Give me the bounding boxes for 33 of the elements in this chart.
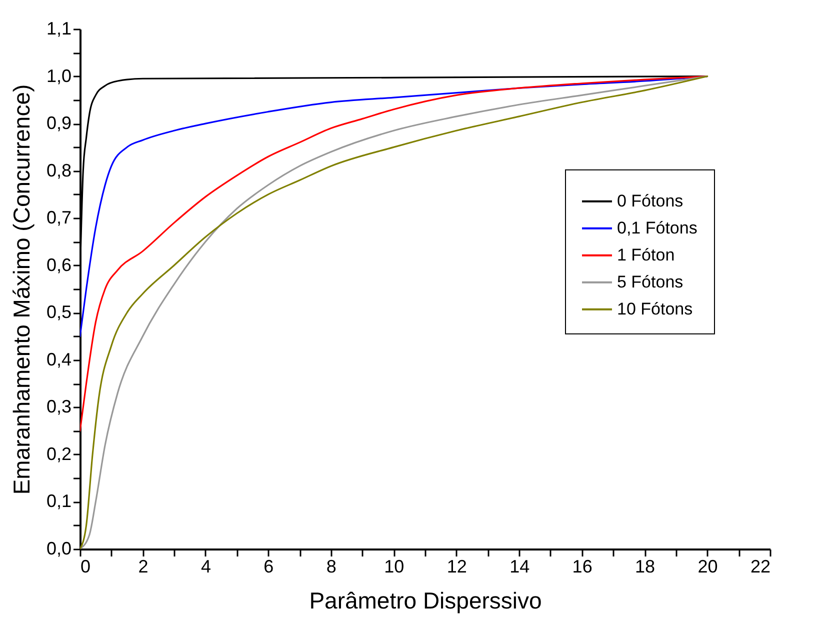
legend-label: 0,1 Fótons	[617, 218, 698, 238]
y-tick-label: 0,7	[46, 208, 72, 228]
x-tick-label: 8	[326, 556, 336, 576]
legend-label: 0 Fótons	[617, 191, 684, 210]
x-tick-label: 0	[80, 556, 91, 576]
x-tick-label: 10	[384, 556, 404, 576]
x-axis-title: Parâmetro Disperssivo	[309, 588, 542, 614]
y-tick-label: 0,1	[46, 491, 72, 512]
y-tick-label: 1,1	[46, 18, 72, 38]
y-tick-label: 0,0	[46, 538, 72, 558]
y-tick-label: 0,9	[46, 113, 72, 134]
x-tick-label: 2	[138, 556, 148, 576]
y-tick-label: 0,4	[46, 349, 72, 370]
x-tick-label: 18	[635, 556, 656, 576]
x-tick-label: 12	[446, 556, 467, 576]
y-tick-label: 0,6	[46, 254, 72, 275]
y-tick-label: 0,5	[46, 302, 72, 322]
legend-label: 10 Fótons	[617, 299, 693, 318]
x-tick-label: 4	[200, 556, 211, 576]
line-series	[80, 75, 708, 549]
x-tick-label: 14	[510, 556, 530, 576]
x-tick-label: 20	[698, 556, 718, 576]
legend-label: 5 Fótons	[617, 272, 684, 292]
x-tick-label: 22	[750, 556, 770, 576]
x-tick-label: 6	[264, 556, 274, 576]
x-tick-label: 16	[572, 556, 592, 576]
y-tick-label: 0,2	[46, 444, 72, 464]
legend-label: 1 Fóton	[617, 245, 675, 264]
y-axis-title: Emaranhamento Máximo (Concurrence)	[8, 84, 34, 495]
y-tick-label: 1,0	[46, 66, 72, 86]
y-tick-label: 0,8	[46, 160, 72, 180]
line-series	[80, 75, 708, 432]
y-tick-label: 0,3	[46, 396, 72, 417]
